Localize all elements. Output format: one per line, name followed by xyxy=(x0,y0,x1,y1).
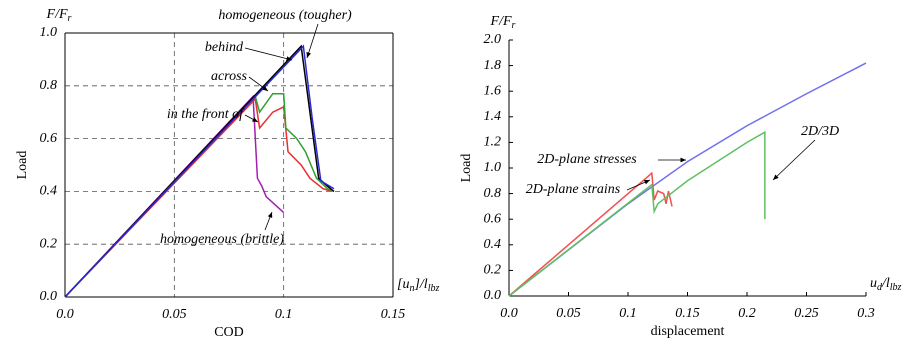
y-tick-label: 1.0 xyxy=(40,25,58,40)
annotation-arrow xyxy=(772,139,816,181)
annotation: behind xyxy=(205,40,244,55)
series-line xyxy=(64,92,335,298)
x-tick-label: 0.0 xyxy=(56,307,74,322)
label-part: lbz xyxy=(428,283,440,294)
series-line xyxy=(64,44,335,298)
annotation: 2D-plane strains xyxy=(526,182,621,197)
annotation: homogeneous (brittle) xyxy=(160,232,284,247)
label-part: F/F xyxy=(46,7,68,22)
annotation: 2D/3D xyxy=(801,124,839,139)
label-part: ]/l xyxy=(413,277,427,292)
label-part: F/F xyxy=(490,14,512,29)
series-line xyxy=(64,44,335,298)
y-tick-label: 1.2 xyxy=(484,135,502,150)
series-line xyxy=(508,62,867,297)
x-tick-label: 0.15 xyxy=(381,307,406,322)
x-tick-label: 0.1 xyxy=(275,307,293,322)
y-corner-label: F/Fr xyxy=(490,14,516,31)
label-part: u xyxy=(870,276,877,291)
y-tick-label: 0.4 xyxy=(484,237,502,252)
x-corner-label: [un]/llbz xyxy=(397,277,439,294)
annotation-arrow xyxy=(306,23,319,59)
y-axis-label: Load xyxy=(459,154,474,183)
x-tick-label: 0.2 xyxy=(738,306,756,321)
x-tick-label: 0.0 xyxy=(500,306,518,321)
annotation: in the front of xyxy=(167,107,245,122)
annotation-arrow xyxy=(244,47,293,61)
series-line xyxy=(508,171,673,297)
y-tick-label: 2.0 xyxy=(484,32,502,47)
x-tick-label: 0.3 xyxy=(857,306,875,321)
y-tick-label: 0.2 xyxy=(40,236,58,251)
y-axis-label: Load xyxy=(15,151,30,180)
label-part: r xyxy=(68,13,72,24)
y-tick-label: 0.6 xyxy=(40,131,58,146)
annotation: homogeneous (tougher) xyxy=(218,8,352,23)
label-part: d xyxy=(877,282,883,293)
series-line xyxy=(64,97,332,298)
label-part: n xyxy=(409,283,414,294)
label-part: lbz xyxy=(890,282,902,293)
x-tick-label: 0.05 xyxy=(162,307,187,322)
y-tick-label: 1.4 xyxy=(484,109,502,124)
annotation-arrow xyxy=(244,114,259,123)
x-axis-label: COD xyxy=(214,325,244,340)
annotation: 2D-plane stresses xyxy=(537,152,637,167)
x-axis-label: displacement xyxy=(651,324,725,339)
y-tick-label: 0.2 xyxy=(484,263,502,278)
y-tick-label: 0.0 xyxy=(484,288,502,303)
annotation-arrow xyxy=(248,76,269,92)
y-corner-label: F/Fr xyxy=(46,7,72,24)
y-tick-label: 1.8 xyxy=(484,58,502,73)
y-tick-label: 1.0 xyxy=(484,160,502,175)
x-tick-label: 0.15 xyxy=(675,306,700,321)
y-tick-label: 0.6 xyxy=(484,211,502,226)
x-tick-label: 0.1 xyxy=(619,306,637,321)
x-tick-label: 0.25 xyxy=(794,306,819,321)
label-part: /l xyxy=(881,276,890,291)
label-part: [u xyxy=(397,277,409,292)
y-tick-label: 1.6 xyxy=(484,83,502,98)
series-line xyxy=(508,130,766,297)
label-part: r xyxy=(512,20,516,31)
annotation: across xyxy=(211,69,248,84)
y-tick-label: 0.8 xyxy=(40,78,58,93)
annotation-arrow xyxy=(264,211,273,231)
x-corner-label: ud/llbz xyxy=(870,276,902,293)
x-tick-label: 0.05 xyxy=(556,306,581,321)
annotation-arrow xyxy=(626,179,651,191)
y-tick-label: 0.8 xyxy=(484,186,502,201)
y-tick-label: 0.0 xyxy=(40,289,58,304)
y-tick-label: 0.4 xyxy=(40,184,58,199)
